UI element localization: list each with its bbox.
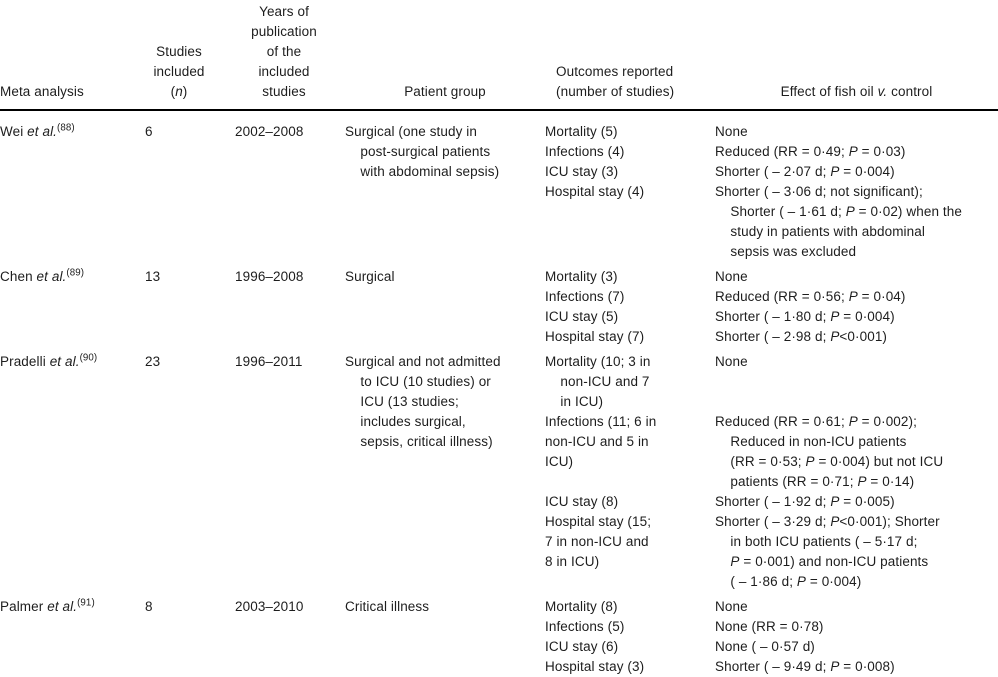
cell-chen-years: 1996–2008 bbox=[235, 269, 304, 284]
cell-chen-patient-group: Surgical bbox=[345, 269, 395, 284]
cell-wei-patient-group: Surgical (one study in post-surgical pat… bbox=[345, 124, 500, 179]
table-row-wei: Wei et al.(88) 6 2002–2008 Surgical (one… bbox=[0, 110, 998, 262]
cell-chen-outcomes: Mortality (3) Infections (7) ICU stay (5… bbox=[545, 269, 645, 344]
table-row-palmer: Palmer et al.(91) 8 2003–2010 Critical i… bbox=[0, 592, 998, 677]
column-header-studies-included: Studies included (n) bbox=[135, 0, 223, 111]
header-row: Meta analysis Studies included (n) Years… bbox=[0, 0, 998, 111]
cell-palmer-effect: None None (RR = 0·78) None ( – 0·57 d) S… bbox=[715, 599, 895, 674]
column-header-meta-analysis: Meta analysis bbox=[0, 0, 135, 111]
table-row-chen: Chen et al.(89) 13 1996–2008 Surgical Mo… bbox=[0, 262, 998, 347]
cell-palmer-studies-count: 8 bbox=[145, 599, 153, 614]
cell-wei-studies-count: 6 bbox=[145, 124, 153, 139]
cell-pradelli-studies-count: 23 bbox=[145, 354, 161, 369]
cell-wei-years: 2002–2008 bbox=[235, 124, 304, 139]
cell-wei-effect: None Reduced (RR = 0·49; P = 0·03) Short… bbox=[715, 124, 962, 259]
cell-chen-studies-count: 13 bbox=[145, 269, 161, 284]
cell-pradelli-citation: Pradelli et al.(90) bbox=[0, 352, 98, 369]
column-header-effect-fish-oil: Effect of fish oil v. control bbox=[715, 0, 998, 111]
cell-chen-citation: Chen et al.(89) bbox=[0, 267, 85, 284]
cell-wei-citation: Wei et al.(88) bbox=[0, 122, 75, 139]
cell-wei-outcomes: Mortality (5) Infections (4) ICU stay (3… bbox=[545, 124, 645, 199]
column-header-publication-years: Years of publication of the included stu… bbox=[223, 0, 345, 111]
cell-pradelli-patient-group: Surgical and not admitted to ICU (10 stu… bbox=[345, 354, 501, 449]
column-header-patient-group: Patient group bbox=[345, 0, 545, 111]
cell-palmer-patient-group: Critical illness bbox=[345, 599, 430, 614]
cell-palmer-citation: Palmer et al.(91) bbox=[0, 597, 95, 614]
table-row-pradelli: Pradelli et al.(90) 23 1996–2011 Surgica… bbox=[0, 347, 998, 592]
cell-pradelli-years: 1996–2011 bbox=[235, 354, 303, 369]
cell-pradelli-effect: None Reduced (RR = 0·61; P = 0·002); Red… bbox=[715, 354, 944, 589]
column-header-outcomes-reported: Outcomes reported (number of studies) bbox=[545, 0, 715, 111]
cell-chen-effect: None Reduced (RR = 0·56; P = 0·04) Short… bbox=[715, 269, 906, 344]
cell-pradelli-outcomes: Mortality (10; 3 in non-ICU and 7 in ICU… bbox=[545, 354, 657, 569]
cell-palmer-outcomes: Mortality (8) Infections (5) ICU stay (6… bbox=[545, 599, 645, 674]
cell-palmer-years: 2003–2010 bbox=[235, 599, 304, 614]
